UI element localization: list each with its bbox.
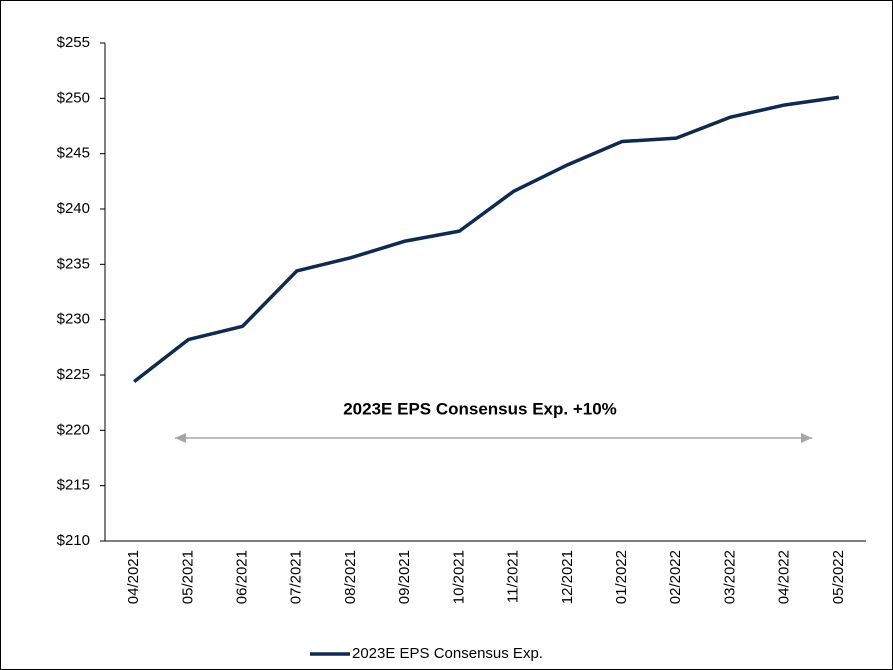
x-tick-label: 11/2021 (505, 550, 522, 603)
y-tick-label: $255 (57, 34, 90, 51)
x-tick-label: 09/2021 (396, 550, 413, 604)
series-line (133, 95, 840, 384)
x-tick-label: 04/2021 (125, 550, 142, 604)
y-tick-label: $215 (57, 477, 90, 494)
x-tick-label: 12/2021 (559, 550, 576, 604)
y-tick-label: $220 (57, 421, 90, 438)
x-tick-label: 02/2022 (667, 550, 684, 604)
y-tick-label: $235 (57, 255, 90, 272)
y-tick-label: $245 (57, 145, 90, 162)
x-tick-label: 05/2021 (179, 550, 196, 604)
y-tick-label: $210 (57, 532, 90, 549)
annotation: 2023E EPS Consensus Exp. +10% (343, 399, 617, 418)
x-tick-label: 04/2022 (776, 550, 793, 604)
y-tick-label: $230 (57, 311, 90, 328)
y-tick-label: $250 (57, 89, 90, 106)
x-tick-label: 01/2022 (613, 550, 630, 604)
x-tick-label: 08/2021 (342, 550, 359, 604)
y-tick-label: $240 (57, 200, 90, 217)
y-tick-label: $225 (57, 366, 90, 383)
x-tick-label: 03/2022 (721, 550, 738, 604)
legend-label: 2023E EPS Consensus Exp. (352, 645, 543, 662)
x-tick-label: 10/2021 (450, 550, 467, 604)
x-tick-label: 07/2021 (288, 550, 305, 604)
x-tick-label: 05/2022 (830, 550, 847, 604)
x-tick-label: 06/2021 (234, 550, 251, 604)
